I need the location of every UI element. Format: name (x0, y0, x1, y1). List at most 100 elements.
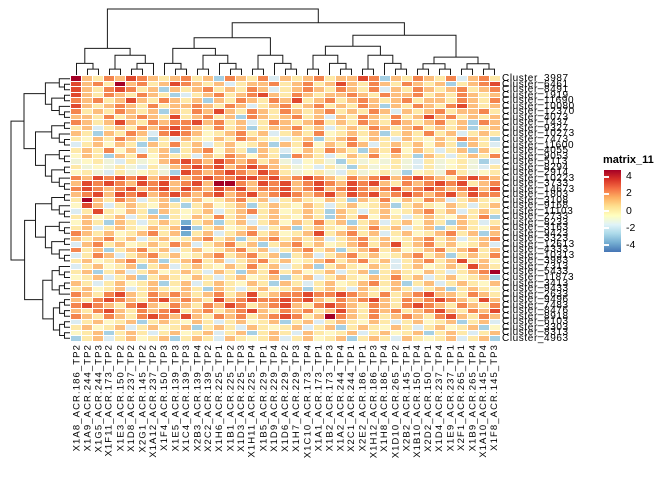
heatmap-cell (357, 153, 368, 159)
heatmap-cell (159, 203, 170, 208)
heatmap-cell (104, 314, 115, 319)
heatmap-cell (401, 192, 412, 197)
row-label: Cluster_7483 (502, 299, 569, 311)
heatmap-cell (93, 303, 104, 308)
heatmap-cell (93, 264, 104, 269)
heatmap-cell (82, 330, 93, 336)
heatmap-cell (71, 81, 82, 87)
heatmap-cell (225, 103, 236, 109)
heatmap-cell (258, 192, 269, 197)
heatmap-cell (445, 170, 456, 175)
heatmap-cell (379, 292, 390, 297)
heatmap-cell (456, 330, 467, 336)
heatmap-cell (181, 109, 192, 114)
heatmap-cell (104, 275, 115, 281)
heatmap-cell (115, 286, 126, 292)
heatmap-cell (258, 297, 269, 303)
heatmap-cell (324, 186, 335, 192)
heatmap-cell (423, 186, 434, 192)
row-label: Cluster_3303 (502, 321, 569, 333)
heatmap-cell (280, 203, 291, 208)
heatmap-cell (357, 125, 368, 131)
heatmap-cell (489, 109, 500, 114)
row-label: Cluster_12370 (502, 106, 575, 118)
heatmap-cell (456, 98, 467, 103)
heatmap-cell (401, 308, 412, 314)
heatmap-cell (126, 247, 137, 253)
heatmap-cell (71, 142, 82, 148)
heatmap-cell (115, 325, 126, 330)
heatmap-cell (192, 319, 203, 325)
heatmap-cell (291, 170, 302, 175)
heatmap-cell (137, 159, 148, 164)
heatmap-cell (82, 236, 93, 242)
heatmap-cell (434, 148, 445, 153)
heatmap-cell (115, 120, 126, 125)
heatmap-cell (126, 186, 137, 192)
heatmap-cell (104, 159, 115, 164)
heatmap-cell (302, 87, 313, 92)
heatmap-cell (159, 170, 170, 175)
heatmap-cell (324, 197, 335, 203)
heatmap-cell (115, 308, 126, 314)
heatmap-cell (258, 103, 269, 109)
heatmap-cell (291, 258, 302, 264)
heatmap-cell (214, 98, 225, 103)
heatmap-cell (324, 125, 335, 131)
heatmap-cell (346, 76, 357, 81)
heatmap-cell (71, 92, 82, 98)
column-label: X1B2_ACR.173_TP3 (324, 344, 335, 452)
heatmap-cell (214, 109, 225, 114)
heatmap-cell (82, 142, 93, 148)
heatmap-cell (148, 148, 159, 153)
heatmap-cell (170, 225, 181, 231)
heatmap-cell (412, 314, 423, 319)
heatmap-cell (423, 142, 434, 148)
heatmap-cell (82, 281, 93, 286)
heatmap-cell (258, 336, 269, 341)
heatmap-cell (302, 186, 313, 192)
heatmap-cell (93, 308, 104, 314)
heatmap-cell (357, 336, 368, 341)
heatmap-cell (478, 103, 489, 109)
heatmap-cell (478, 81, 489, 87)
heatmap-cell (346, 225, 357, 231)
heatmap-cell (258, 148, 269, 153)
heatmap-cell (423, 220, 434, 225)
heatmap-cell (302, 109, 313, 114)
heatmap-cell (423, 336, 434, 341)
heatmap-cell (478, 330, 489, 336)
heatmap-cell (478, 286, 489, 292)
heatmap-cell (159, 136, 170, 142)
heatmap-cell (390, 208, 401, 214)
heatmap-cell (412, 109, 423, 114)
heatmap-cell (93, 109, 104, 114)
heatmap-cell (269, 247, 280, 253)
heatmap-cell (258, 247, 269, 253)
heatmap-cell (357, 136, 368, 142)
heatmap-cell (357, 330, 368, 336)
heatmap-cell (324, 98, 335, 103)
heatmap-cell (390, 264, 401, 269)
heatmap-cell (324, 308, 335, 314)
heatmap-cell (159, 186, 170, 192)
heatmap-cell (93, 242, 104, 247)
heatmap-cell (82, 336, 93, 341)
heatmap-cell (478, 164, 489, 170)
heatmap-cell (489, 275, 500, 281)
heatmap-cell (302, 319, 313, 325)
heatmap-cell (148, 87, 159, 92)
heatmap-cell (357, 242, 368, 247)
heatmap-cell (192, 192, 203, 197)
heatmap-cell (379, 242, 390, 247)
heatmap-cell (192, 181, 203, 186)
heatmap-cell (467, 214, 478, 220)
heatmap-cell (269, 142, 280, 148)
column-label: X1B10_ACR.150_TP4 (412, 344, 423, 458)
heatmap-cell (148, 120, 159, 125)
heatmap-cell (379, 103, 390, 109)
heatmap-cell (247, 170, 258, 175)
heatmap-cell (71, 264, 82, 269)
heatmap-cell (258, 136, 269, 142)
heatmap-cell (148, 164, 159, 170)
